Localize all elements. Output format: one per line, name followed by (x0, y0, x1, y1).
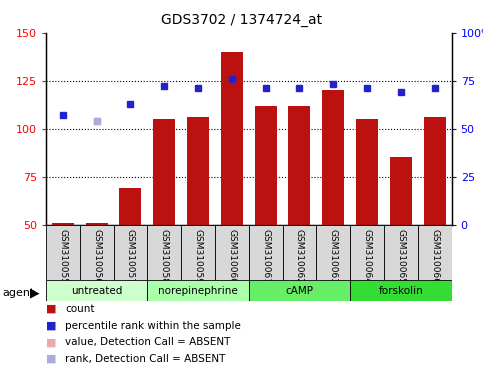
Bar (384, 225, 418, 280)
Bar (147, 225, 181, 280)
Bar (350, 280, 452, 301)
Text: GSM310058: GSM310058 (160, 229, 169, 284)
Bar (356, 119, 378, 225)
Bar (322, 90, 344, 225)
Bar (46, 225, 80, 280)
Text: percentile rank within the sample: percentile rank within the sample (65, 321, 241, 331)
Text: agent: agent (2, 288, 35, 298)
Text: ■: ■ (46, 321, 57, 331)
Text: GDS3702 / 1374724_at: GDS3702 / 1374724_at (161, 13, 322, 27)
Bar (390, 157, 412, 225)
Bar (221, 52, 243, 225)
Bar (316, 225, 350, 280)
Text: ■: ■ (46, 304, 57, 314)
Text: GSM310063: GSM310063 (329, 229, 338, 284)
Bar (249, 280, 350, 301)
Text: GSM310065: GSM310065 (397, 229, 405, 284)
Text: cAMP: cAMP (285, 286, 313, 296)
Text: norepinephrine: norepinephrine (158, 286, 238, 296)
Text: untreated: untreated (71, 286, 122, 296)
Text: ■: ■ (46, 354, 57, 364)
Bar (46, 280, 147, 301)
Bar (424, 117, 446, 225)
Text: GSM310062: GSM310062 (295, 229, 304, 284)
Text: ▶: ▶ (30, 286, 40, 299)
Bar (249, 225, 283, 280)
Text: forskolin: forskolin (379, 286, 423, 296)
Text: value, Detection Call = ABSENT: value, Detection Call = ABSENT (65, 337, 230, 347)
Text: GSM310056: GSM310056 (92, 229, 101, 284)
Text: count: count (65, 304, 95, 314)
Bar (181, 225, 215, 280)
Bar (147, 280, 249, 301)
Text: GSM310060: GSM310060 (227, 229, 236, 284)
Bar (187, 117, 209, 225)
Bar (215, 225, 249, 280)
Bar (350, 225, 384, 280)
Text: GSM310055: GSM310055 (58, 229, 67, 284)
Text: GSM310061: GSM310061 (261, 229, 270, 284)
Bar (283, 225, 316, 280)
Text: GSM310066: GSM310066 (430, 229, 439, 284)
Bar (288, 106, 311, 225)
Text: ■: ■ (46, 337, 57, 347)
Bar (52, 223, 74, 225)
Bar (80, 225, 114, 280)
Bar (114, 225, 147, 280)
Bar (85, 223, 108, 225)
Text: GSM310064: GSM310064 (363, 229, 371, 284)
Text: GSM310057: GSM310057 (126, 229, 135, 284)
Text: rank, Detection Call = ABSENT: rank, Detection Call = ABSENT (65, 354, 226, 364)
Bar (119, 188, 142, 225)
Text: GSM310059: GSM310059 (194, 229, 202, 284)
Bar (418, 225, 452, 280)
Bar (255, 106, 277, 225)
Bar (153, 119, 175, 225)
